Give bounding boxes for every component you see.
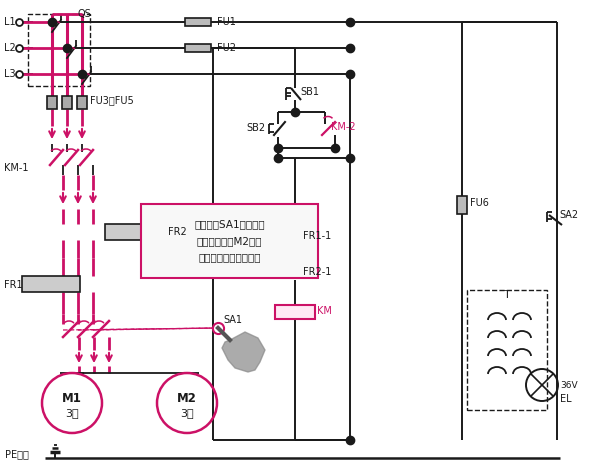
Text: FU2: FU2: [217, 43, 236, 53]
Text: KM-2: KM-2: [331, 122, 356, 132]
Text: EL: EL: [560, 394, 572, 404]
Text: L3: L3: [4, 69, 16, 79]
Text: FR1: FR1: [4, 280, 23, 290]
Text: SB2: SB2: [246, 123, 265, 133]
Text: SB1: SB1: [300, 87, 319, 97]
Bar: [62, 96, 72, 109]
Bar: [22, 276, 80, 292]
Text: L2: L2: [4, 43, 16, 53]
Bar: [185, 44, 211, 52]
Text: FU3～FU5: FU3～FU5: [90, 95, 134, 105]
Bar: [275, 305, 315, 319]
Text: FR2: FR2: [168, 227, 187, 237]
Bar: [28, 14, 90, 86]
Text: 3～: 3～: [65, 408, 79, 418]
Text: FR1-1: FR1-1: [303, 231, 331, 241]
Text: 3～: 3～: [180, 408, 194, 418]
Bar: [105, 224, 165, 240]
Text: SA2: SA2: [559, 210, 578, 220]
Text: 36V: 36V: [560, 381, 578, 390]
Text: FU1: FU1: [217, 17, 236, 27]
Text: PE接地: PE接地: [5, 449, 29, 459]
Text: SA1: SA1: [223, 315, 242, 325]
Text: M2: M2: [177, 391, 197, 404]
Bar: [457, 196, 467, 214]
Text: QS: QS: [78, 9, 92, 19]
Text: T: T: [503, 290, 511, 300]
Bar: [467, 290, 547, 410]
FancyBboxPatch shape: [141, 204, 318, 278]
Bar: [77, 96, 87, 109]
Text: 轉換開關SA1閉合時，
冷卻泵電動機M2接通
三相電源，開始運轉。: 轉換開關SA1閉合時， 冷卻泵電動機M2接通 三相電源，開始運轉。: [194, 219, 265, 262]
Text: KM: KM: [317, 306, 332, 316]
Bar: [47, 96, 57, 109]
Text: FU6: FU6: [470, 198, 489, 208]
Text: KM-1: KM-1: [4, 163, 29, 173]
Text: FR2-1: FR2-1: [303, 267, 331, 277]
Text: L1: L1: [4, 17, 16, 27]
Text: M1: M1: [62, 391, 82, 404]
Polygon shape: [222, 332, 265, 372]
Bar: [185, 18, 211, 26]
